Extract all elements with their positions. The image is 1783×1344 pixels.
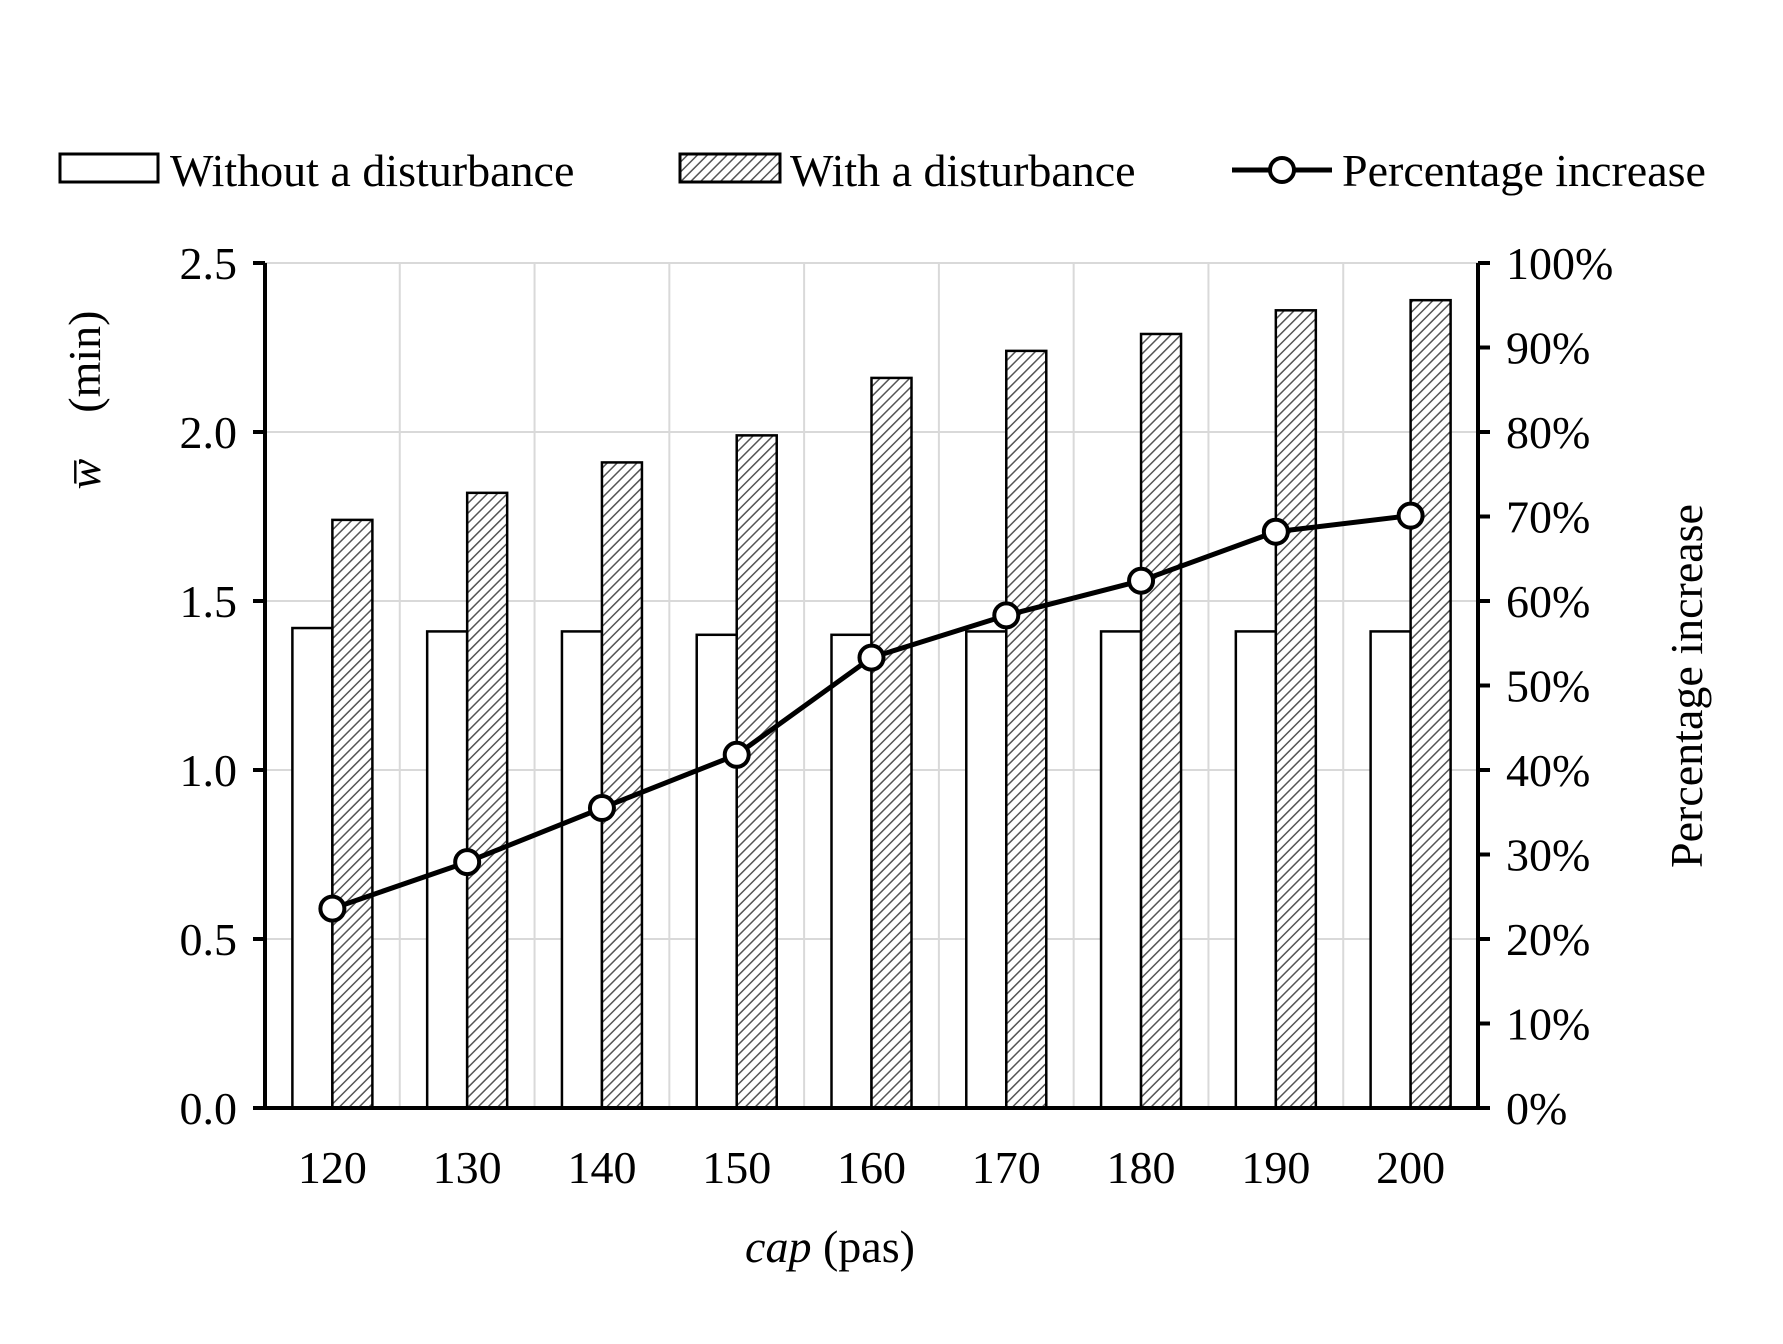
x-tick-label: 130 bbox=[433, 1142, 502, 1193]
y2-axis-title-text: Percentage increase bbox=[1661, 504, 1712, 868]
y-axis-title: w̅ (min) bbox=[59, 311, 110, 490]
y-tick-label-left: 2.0 bbox=[180, 407, 238, 458]
tick-labels: 0.0 0.5 1.0 1.5 2.0 2.5 0% 10% 20% 30% 40% 50% 60% 70… bbox=[59, 238, 1712, 1272]
legend-swatch-with bbox=[678, 152, 782, 184]
y-tick-label-right: 90% bbox=[1506, 323, 1590, 374]
bar-with-disturbance bbox=[331, 518, 374, 1110]
percentage-point bbox=[722, 740, 751, 769]
y-tick-label-right: 50% bbox=[1506, 661, 1590, 712]
y-tick-label-right: 10% bbox=[1506, 999, 1590, 1050]
legend-label-percentage: Percentage increase bbox=[1342, 145, 1706, 196]
percentage-point bbox=[1261, 517, 1290, 546]
y-tick-label-right: 80% bbox=[1506, 407, 1590, 458]
legend-label-with: With a disturbance bbox=[790, 145, 1136, 196]
bar-without-disturbance bbox=[695, 633, 738, 1110]
bars bbox=[291, 298, 1452, 1110]
bar-without-disturbance bbox=[1099, 630, 1143, 1110]
x-tick-label: 170 bbox=[972, 1142, 1041, 1193]
bar-without-disturbance bbox=[560, 630, 604, 1110]
bar-with-disturbance bbox=[465, 491, 509, 1110]
percentage-point bbox=[1396, 501, 1425, 530]
y-tick-label-left: 2.5 bbox=[180, 238, 238, 289]
x-tick-label: 180 bbox=[1107, 1142, 1176, 1193]
bar-with-disturbance bbox=[735, 434, 778, 1110]
bar-without-disturbance bbox=[965, 630, 1008, 1110]
bar-with-disturbance bbox=[1139, 332, 1183, 1110]
x-tick-label: 190 bbox=[1241, 1142, 1310, 1193]
legend-swatch-marker bbox=[1268, 156, 1296, 184]
y-tick-label-right: 0% bbox=[1506, 1083, 1567, 1134]
y-tick-label-left: 0.0 bbox=[180, 1083, 238, 1134]
legend-swatch-without bbox=[58, 152, 160, 184]
percentage-point bbox=[587, 794, 616, 823]
y-tick-label-right: 30% bbox=[1506, 830, 1590, 881]
x-axis-title: cap (pas) bbox=[745, 1221, 915, 1272]
bar-with-disturbance bbox=[1409, 298, 1452, 1110]
y-tick-label-left: 1.5 bbox=[180, 576, 238, 627]
x-axis-title-unit: (pas) bbox=[811, 1221, 914, 1272]
x-tick-label: 150 bbox=[702, 1142, 771, 1193]
x-axis-title-italic: cap bbox=[745, 1221, 811, 1272]
y-tick-label-right: 60% bbox=[1506, 576, 1590, 627]
percentage-line bbox=[318, 501, 1425, 923]
y2-axis-title: Percentage increase bbox=[1661, 504, 1712, 868]
bar-without-disturbance bbox=[1234, 630, 1278, 1110]
bar-without-disturbance bbox=[1369, 630, 1412, 1110]
percentage-point bbox=[318, 894, 347, 923]
y-tick-label-right: 40% bbox=[1506, 745, 1590, 796]
percentage-point bbox=[992, 601, 1021, 630]
y-axis-title-unit: (min) bbox=[59, 311, 110, 459]
legend: Without a disturbance With a disturbance P… bbox=[58, 145, 1706, 196]
percentage-point bbox=[453, 848, 482, 877]
bar-without-disturbance bbox=[291, 626, 334, 1110]
percentage-point bbox=[857, 643, 886, 672]
bar-without-disturbance bbox=[830, 633, 873, 1110]
bar-with-disturbance bbox=[1274, 309, 1318, 1110]
x-tick-label: 120 bbox=[298, 1142, 367, 1193]
y-tick-label-left: 1.0 bbox=[180, 745, 238, 796]
x-tick-label: 200 bbox=[1376, 1142, 1445, 1193]
x-tick-label: 160 bbox=[837, 1142, 906, 1193]
y-axis-title-text: w̅ (min) bbox=[59, 311, 110, 490]
legend-label-without: Without a disturbance bbox=[170, 145, 574, 196]
x-tick-label: 140 bbox=[567, 1142, 636, 1193]
y-tick-label-right: 70% bbox=[1506, 492, 1590, 543]
axes bbox=[253, 261, 1490, 1110]
y-tick-label-right: 20% bbox=[1506, 914, 1590, 965]
y-tick-label-right: 100% bbox=[1506, 238, 1613, 289]
y-tick-label-left: 0.5 bbox=[180, 914, 238, 965]
bar-with-disturbance bbox=[600, 461, 644, 1110]
bar-with-disturbance bbox=[870, 376, 913, 1110]
y-axis-title-symbol: w̅ bbox=[59, 458, 110, 489]
bar-with-disturbance bbox=[1005, 349, 1048, 1110]
percentage-point bbox=[1127, 566, 1156, 595]
